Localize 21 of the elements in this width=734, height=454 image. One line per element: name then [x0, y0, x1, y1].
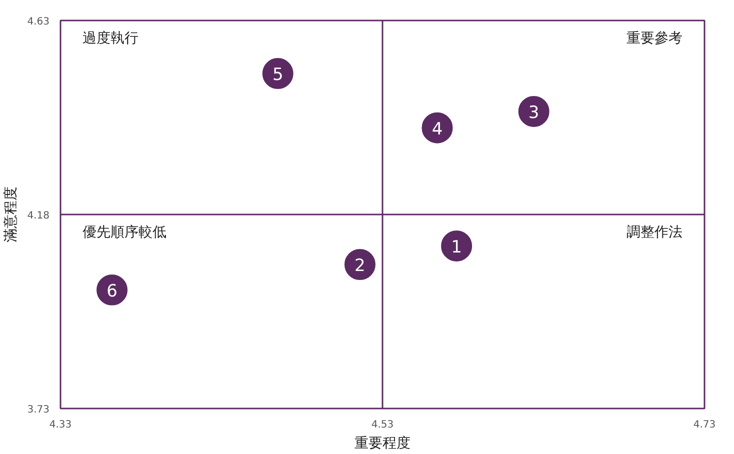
point — [343, 248, 376, 281]
annotation: 重要參考 — [626, 30, 682, 46]
x-axis-title: 重要程度 — [354, 436, 410, 452]
point — [261, 57, 294, 90]
series-label: 5 — [272, 65, 284, 86]
annotation: 調整作法 — [626, 224, 682, 240]
annotation: 優先順序較低 — [82, 224, 166, 240]
x-tick-label: 4.53 — [371, 420, 394, 430]
y-axis-title: 滿意程度 — [3, 186, 20, 242]
x-tick-label: 4.33 — [49, 420, 72, 430]
point — [440, 230, 474, 262]
y-tick-label: 3.73 — [27, 404, 50, 416]
series-label: 6 — [106, 281, 118, 302]
y-tick-label: 4.63 — [27, 16, 50, 28]
series-label: 2 — [354, 256, 366, 276]
x-tick-label: 4.73 — [693, 420, 716, 430]
annotation: 過度執行 — [82, 30, 138, 46]
series-label: 1 — [451, 237, 462, 258]
series-label: 4 — [432, 119, 443, 140]
series-label: 3 — [528, 102, 540, 123]
y-tick-label: 4.18 — [27, 210, 50, 222]
